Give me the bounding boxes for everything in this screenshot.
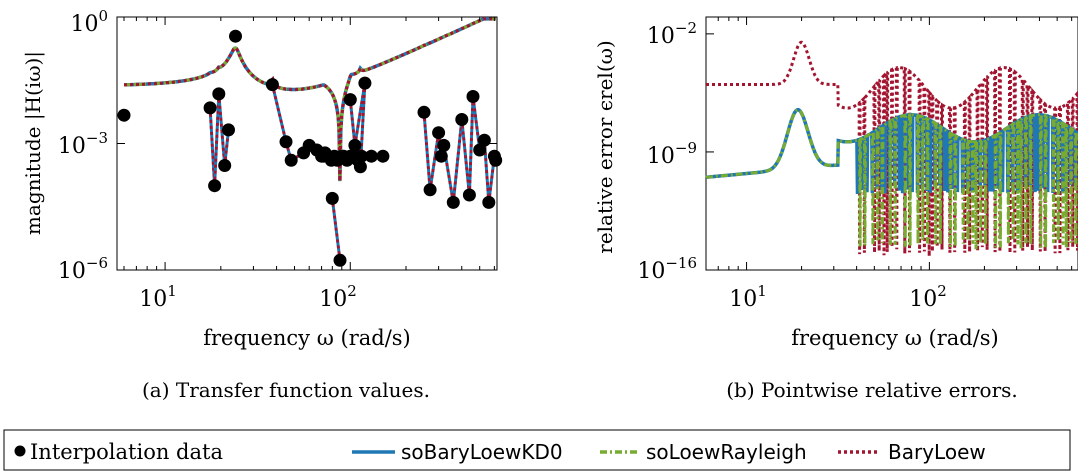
interp-point — [285, 154, 298, 167]
panel-a-xtick-label: 101 — [139, 282, 177, 312]
interp-point — [204, 101, 217, 114]
panel-b-xtick-label: 101 — [729, 282, 767, 312]
interp-point — [365, 150, 378, 163]
panel-b-caption: (b) Pointwise relative errors. — [726, 378, 1018, 402]
legend-interp-label: Interpolation data — [30, 440, 223, 464]
interp-point — [358, 77, 371, 90]
interp-point — [463, 189, 476, 202]
interp-point — [344, 93, 357, 106]
panel-a: 100 10−3 10−6 101 102 frequency ω (rad/s… — [21, 7, 502, 402]
interp-point — [208, 179, 221, 192]
interp-point — [334, 254, 347, 267]
panel-a-xlabel: frequency ω (rad/s) — [203, 326, 411, 350]
panel-a-ylabel: magnitude |H(iω)| — [21, 51, 46, 235]
interp-point — [118, 109, 131, 122]
interp-point — [455, 113, 468, 126]
interp-point — [418, 106, 431, 119]
legend: Interpolation data soBaryLoewKD0 soLoewR… — [4, 430, 1070, 470]
interp-point — [212, 87, 225, 100]
interp-point — [437, 139, 450, 152]
interp-point — [482, 196, 495, 209]
panel-b-ylabel: relative error ϵrel(ω) — [593, 40, 617, 253]
panel-a-ytick-label: 10−6 — [58, 254, 108, 284]
interp-point — [424, 183, 437, 196]
panel-a-xtick-label: 102 — [319, 282, 357, 312]
panel-b-xtick-label: 102 — [909, 282, 947, 312]
interp-point — [478, 134, 491, 147]
interp-point — [222, 123, 235, 136]
panel-a-ytick-label: 10−3 — [58, 129, 108, 159]
panel-b-ytick-label: 10−16 — [637, 254, 697, 284]
panel-b-series — [706, 42, 1078, 256]
interp-point — [435, 150, 448, 163]
interp-point — [326, 192, 339, 205]
legend-rayleigh-label: soLoewRayleigh — [646, 440, 807, 464]
panel-a-caption: (a) Transfer function values. — [142, 378, 430, 402]
interp-point — [432, 126, 445, 139]
panel-b-ytick-label: 10−9 — [647, 139, 697, 169]
interp-point — [489, 154, 502, 167]
panel-b: 10−2 10−9 10−16 101 102 frequency ω (rad… — [593, 17, 1078, 402]
legend-kd0-label: soBaryLoewKD0 — [401, 440, 563, 464]
legend-bary-label: BaryLoew — [888, 440, 986, 464]
interp-point — [447, 196, 460, 209]
panel-b-ytick-label: 10−2 — [647, 19, 697, 49]
interp-point — [266, 78, 279, 91]
interp-point — [376, 150, 389, 163]
interp-point — [467, 90, 480, 103]
interp-point — [229, 30, 242, 43]
interp-point — [218, 159, 231, 172]
legend-interp-marker — [15, 446, 26, 457]
interp-point — [280, 135, 293, 148]
panel-a-ytick-label: 100 — [70, 7, 108, 37]
panel-a-series — [118, 19, 503, 267]
panel-b-xlabel: frequency ω (rad/s) — [791, 326, 999, 350]
